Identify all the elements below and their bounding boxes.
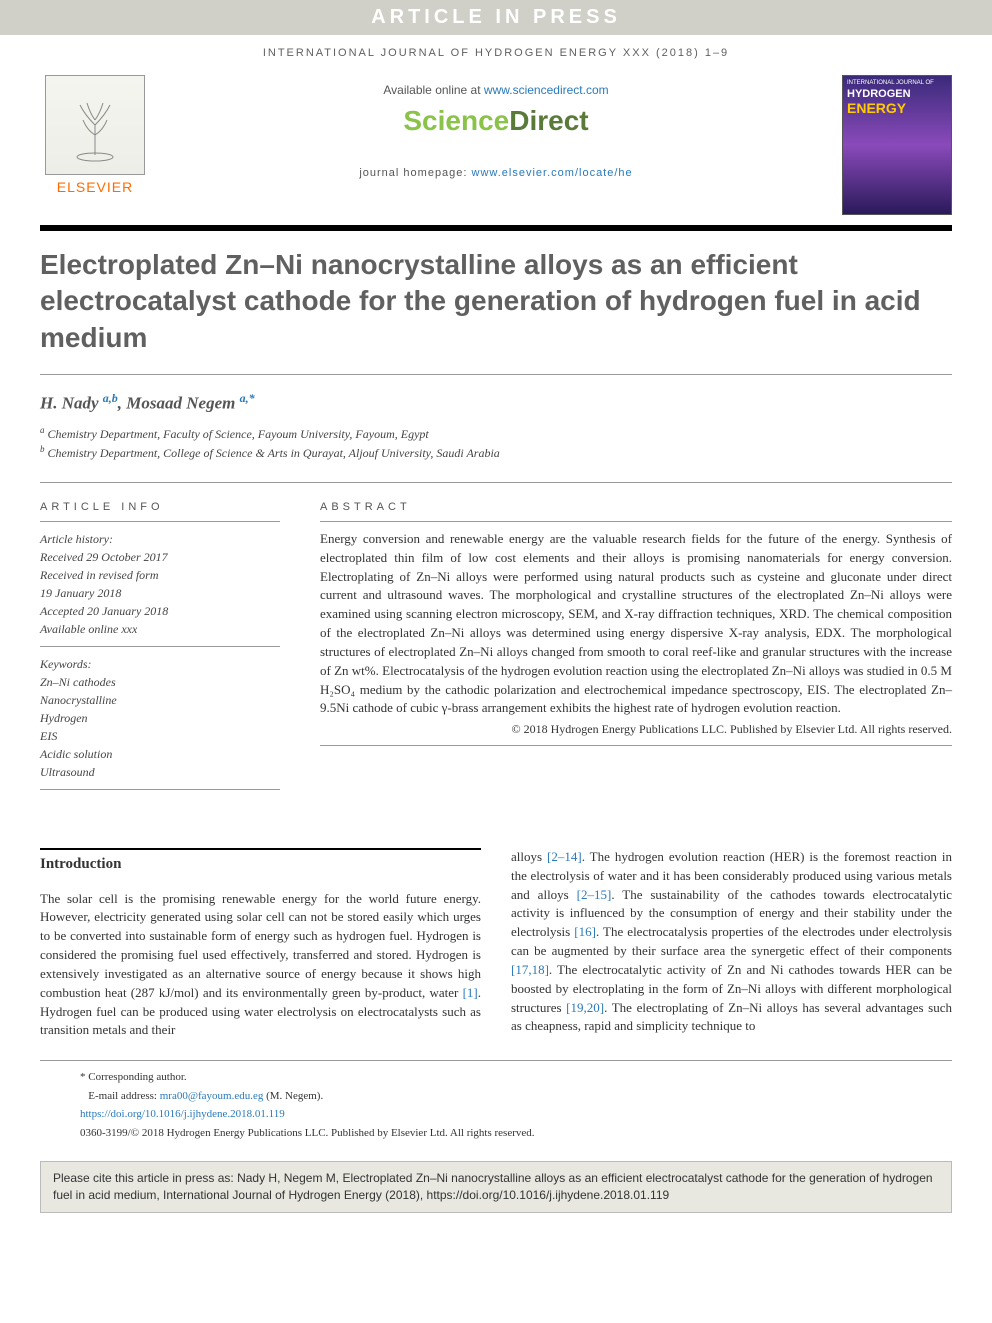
available-prefix: Available online at [383,83,484,97]
citation-link-17-18[interactable]: [17,18] [511,962,549,977]
please-cite-box: Please cite this article in press as: Na… [40,1161,952,1213]
keywords-label: Keywords: [40,655,280,673]
abstract-copyright: © 2018 Hydrogen Energy Publications LLC.… [320,722,952,737]
article-info-column: ARTICLE INFO Article history: Received 2… [40,501,280,798]
revised-line2: 19 January 2018 [40,584,280,602]
divider [40,646,280,647]
citation-link-1[interactable]: [1] [463,985,478,1000]
abstract-text: Energy conversion and renewable energy a… [320,530,952,718]
author-2-name[interactable]: Mosaad Negem [126,394,239,413]
history-label: Article history: [40,530,280,548]
citation-link-16[interactable]: [16] [574,924,596,939]
corresponding-author-footer: * Corresponding author. E-mail address: … [40,1060,952,1151]
masthead: ELSEVIER Available online at www.science… [0,67,992,215]
divider [40,789,280,790]
article-history-block: Article history: Received 29 October 201… [40,530,280,638]
abstract-heading: ABSTRACT [320,501,952,513]
available-online-text: Available online at www.sciencedirect.co… [170,83,822,97]
homepage-prefix: journal homepage: [359,167,471,179]
author-1-name[interactable]: H. Nady [40,394,103,413]
abstract-column: ABSTRACT Energy conversion and renewable… [320,501,952,798]
author-2-affil-link[interactable]: a,* [240,391,255,405]
masthead-center: Available online at www.sciencedirect.co… [170,75,822,179]
body-column-left: Introduction The solar cell is the promi… [40,848,481,1041]
sd-direct-text: Direct [509,105,588,136]
authors-line: H. Nady a,b, Mosaad Negem a,* [0,385,992,420]
keyword-item: Zn–Ni cathodes [40,673,280,691]
journal-cover-thumbnail[interactable]: INTERNATIONAL JOURNAL OF HYDROGEN ENERGY [842,75,952,215]
cover-energy-text: ENERGY [847,100,947,116]
citation-link-2-14[interactable]: [2–14] [547,849,582,864]
elsevier-tree-icon [45,75,145,175]
cover-hydrogen-text: HYDROGEN [847,88,947,100]
revised-line1: Received in revised form [40,566,280,584]
corresponding-author-label: * Corresponding author. [80,1069,912,1088]
keyword-item: Ultrasound [40,763,280,781]
journal-homepage-link[interactable]: www.elsevier.com/locate/he [472,167,633,179]
email-line: E-mail address: mra00@fayoum.edu.eg (M. … [80,1088,912,1107]
citation-link-19-20[interactable]: [19,20] [566,1000,604,1015]
sciencedirect-logo[interactable]: ScienceDirect [170,105,822,137]
keyword-item: Acidic solution [40,745,280,763]
article-in-press-banner: ARTICLE IN PRESS [0,0,992,35]
keyword-item: Nanocrystalline [40,691,280,709]
affiliation-b: b Chemistry Department, College of Scien… [40,443,952,462]
journal-header-citation: INTERNATIONAL JOURNAL OF HYDROGEN ENERGY… [0,35,992,67]
affiliations-block: a Chemistry Department, Faculty of Scien… [0,420,992,472]
affiliation-a: a Chemistry Department, Faculty of Scien… [40,424,952,443]
issn-copyright: 0360-3199/© 2018 Hydrogen Energy Publica… [80,1125,912,1144]
keyword-item: EIS [40,727,280,745]
divider [40,374,952,375]
corresponding-email-link[interactable]: mra00@fayoum.edu.eg [160,1090,264,1102]
elsevier-logo[interactable]: ELSEVIER [40,75,150,195]
citation-link-2-15[interactable]: [2–15] [577,887,612,902]
keyword-item: Hydrogen [40,709,280,727]
body-two-column: Introduction The solar cell is the promi… [0,798,992,1051]
article-title: Electroplated Zn–Ni nanocrystalline allo… [0,231,992,364]
doi-link[interactable]: https://doi.org/10.1016/j.ijhydene.2018.… [80,1108,285,1120]
sd-science-text: Science [403,105,509,136]
introduction-heading: Introduction [40,848,481,876]
elsevier-wordmark: ELSEVIER [40,179,150,195]
divider [320,521,952,522]
sciencedirect-url-link[interactable]: www.sciencedirect.com [484,83,609,97]
intro-paragraph-continued: alloys [2–14]. The hydrogen evolution re… [511,848,952,1036]
intro-paragraph-1: The solar cell is the promising renewabl… [40,890,481,1041]
divider [40,521,280,522]
divider [40,482,952,483]
available-online: Available online xxx [40,620,280,638]
info-abstract-row: ARTICLE INFO Article history: Received 2… [0,493,992,798]
article-info-heading: ARTICLE INFO [40,501,280,513]
body-column-right: alloys [2–14]. The hydrogen evolution re… [511,848,952,1041]
received-date: Received 29 October 2017 [40,548,280,566]
journal-homepage-text: journal homepage: www.elsevier.com/locat… [170,167,822,179]
accepted-date: Accepted 20 January 2018 [40,602,280,620]
cover-top-text: INTERNATIONAL JOURNAL OF [847,80,947,86]
keywords-block: Keywords: Zn–Ni cathodes Nanocrystalline… [40,655,280,781]
author-1-affil-link[interactable]: a,b [103,391,118,405]
divider [320,745,952,746]
